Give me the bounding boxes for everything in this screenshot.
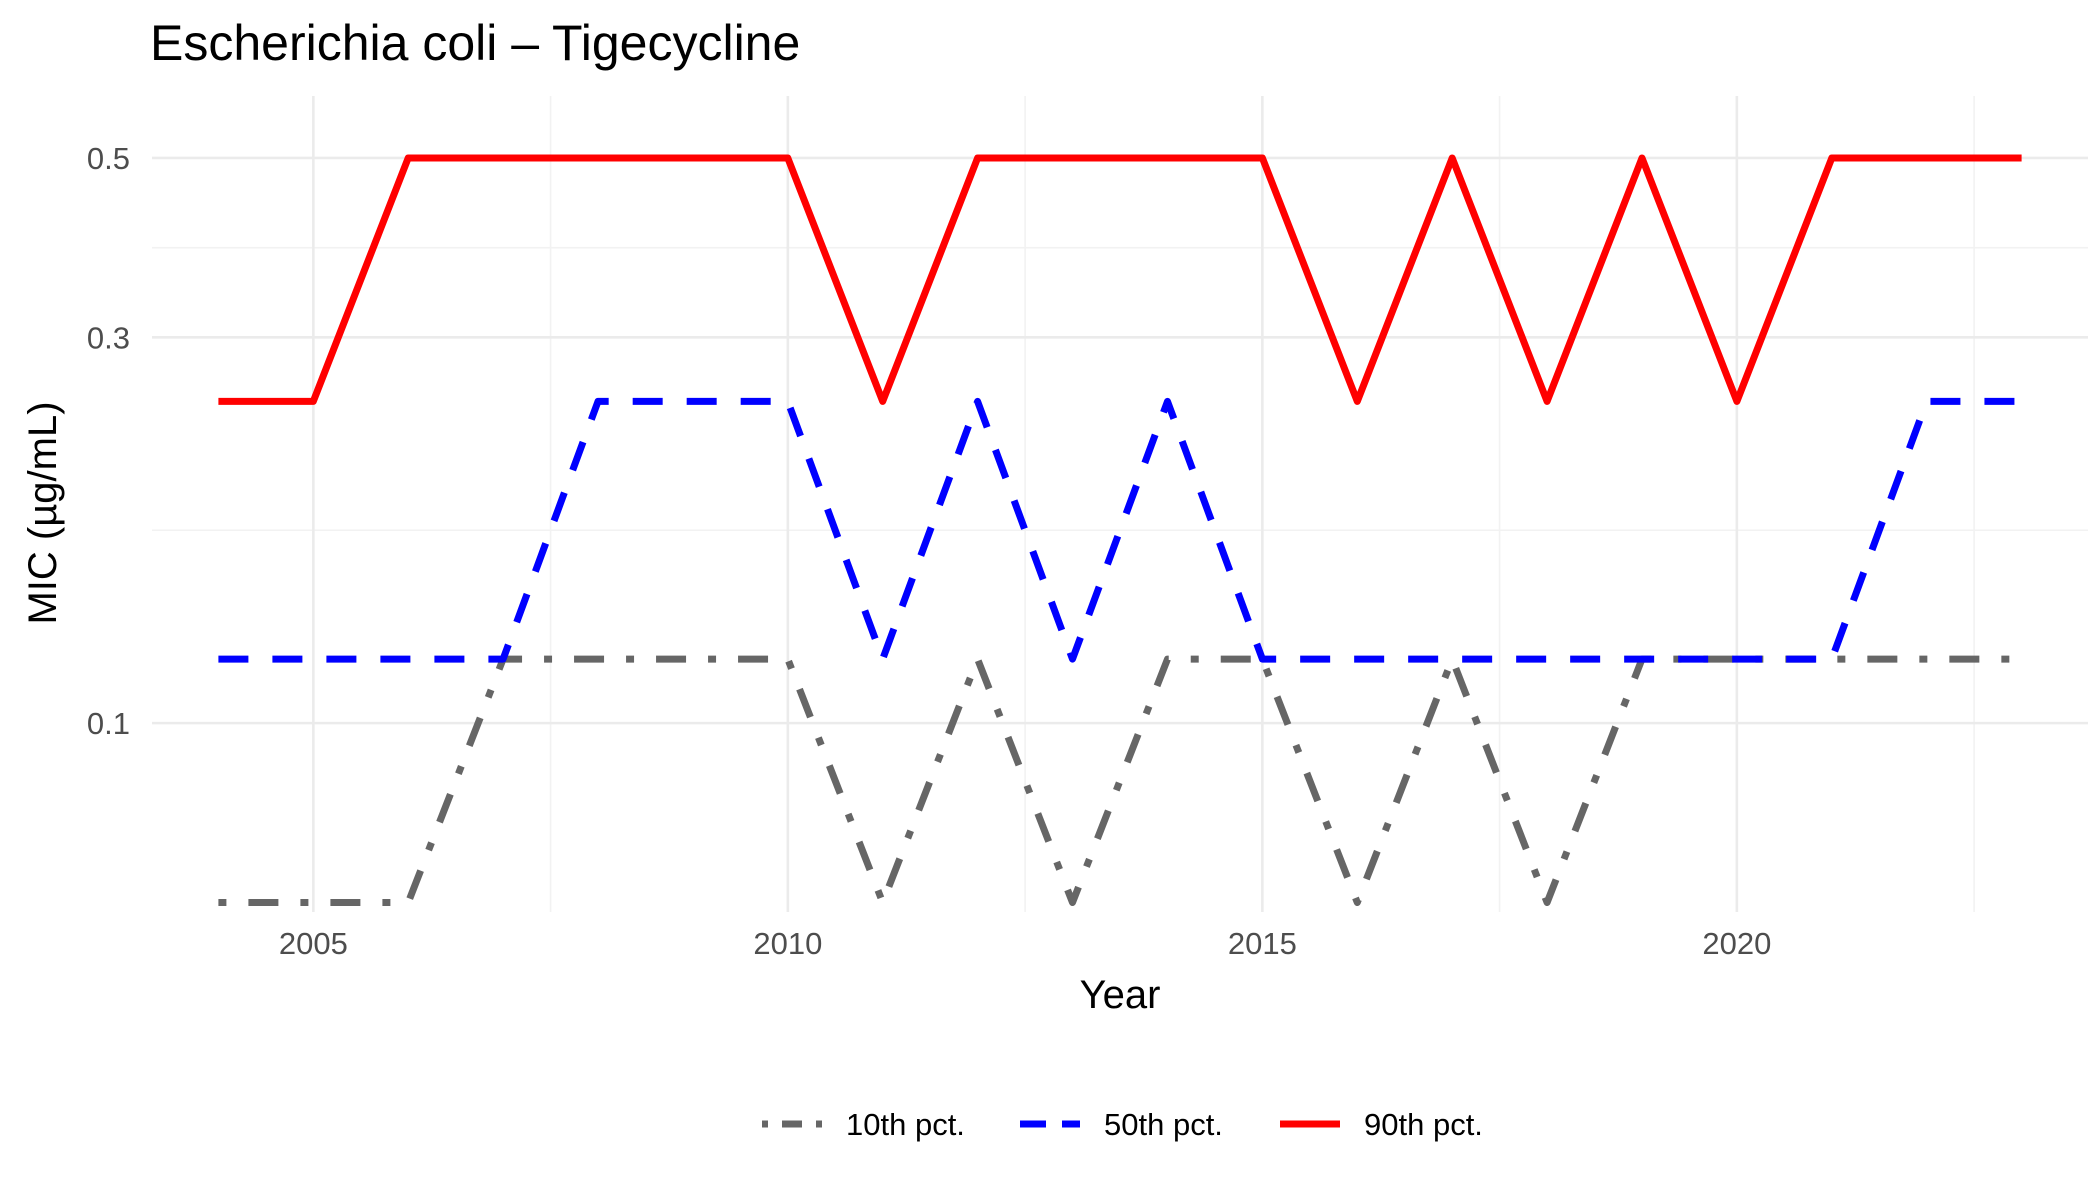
legend: 10th pct. 50th pct. 90th pct. <box>762 1107 1483 1142</box>
x-axis-ticks: 2005 2010 2015 2020 <box>279 926 1771 961</box>
x-tick-label: 2020 <box>1702 926 1771 961</box>
y-tick-label: 0.5 <box>87 141 130 176</box>
chart-title: Escherichia coli – Tigecycline <box>150 15 800 71</box>
series-line <box>218 655 2022 906</box>
legend-label: 10th pct. <box>846 1107 965 1142</box>
series-line <box>218 154 2022 405</box>
legend-label: 90th pct. <box>1364 1107 1483 1142</box>
y-axis-title: MIC (µg/mL) <box>21 401 65 624</box>
series-line <box>218 397 2022 663</box>
series-lines <box>218 154 2022 906</box>
legend-label: 50th pct. <box>1104 1107 1223 1142</box>
x-tick-label: 2010 <box>753 926 822 961</box>
y-axis-ticks: 0.1 0.3 0.5 <box>87 141 130 741</box>
y-tick-label: 0.1 <box>87 706 130 741</box>
x-axis-title: Year <box>1080 973 1161 1017</box>
x-tick-label: 2005 <box>279 926 348 961</box>
y-tick-label: 0.3 <box>87 320 130 355</box>
x-tick-label: 2015 <box>1228 926 1297 961</box>
